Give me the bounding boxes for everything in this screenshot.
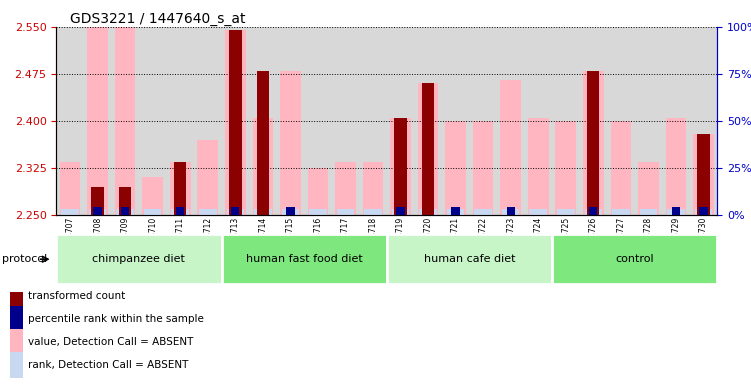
Bar — [309, 209, 327, 215]
Bar — [695, 209, 712, 215]
Bar — [697, 134, 710, 215]
Bar — [10, 306, 23, 333]
Bar — [121, 207, 129, 215]
Bar — [394, 118, 407, 215]
Bar — [10, 352, 23, 378]
Bar — [611, 121, 631, 215]
Text: rank, Detection Call = ABSENT: rank, Detection Call = ABSENT — [28, 360, 189, 370]
Bar — [280, 71, 300, 215]
Bar — [557, 209, 575, 215]
Bar — [60, 162, 80, 215]
Text: human fast food diet: human fast food diet — [246, 254, 363, 264]
Bar — [667, 209, 685, 215]
Bar — [222, 234, 387, 284]
Bar — [392, 209, 409, 215]
Bar — [93, 207, 102, 215]
Bar — [475, 209, 492, 215]
Bar — [447, 209, 464, 215]
Bar — [528, 118, 548, 215]
Bar — [672, 207, 680, 215]
Bar — [170, 162, 191, 215]
Bar — [584, 209, 602, 215]
Bar — [552, 234, 717, 284]
Bar — [171, 209, 189, 215]
Bar — [336, 209, 354, 215]
Bar — [229, 30, 242, 215]
Text: value, Detection Call = ABSENT: value, Detection Call = ABSENT — [28, 337, 193, 347]
Text: GDS3221 / 1447640_s_at: GDS3221 / 1447640_s_at — [70, 12, 245, 26]
Bar — [10, 283, 23, 310]
Bar — [397, 207, 405, 215]
Bar — [143, 177, 163, 215]
Bar — [254, 209, 272, 215]
Bar — [257, 71, 269, 215]
Bar — [119, 187, 131, 215]
Bar — [225, 30, 246, 215]
Bar — [87, 27, 108, 215]
Bar — [174, 162, 186, 215]
Bar — [589, 207, 598, 215]
Bar — [364, 209, 382, 215]
Bar — [286, 207, 294, 215]
Bar — [116, 209, 134, 215]
Bar — [699, 207, 707, 215]
Bar — [115, 27, 135, 215]
Bar — [640, 209, 657, 215]
Bar — [451, 207, 460, 215]
Bar — [176, 207, 184, 215]
Bar — [89, 209, 107, 215]
Text: chimpanzee diet: chimpanzee diet — [92, 254, 185, 264]
Bar — [556, 121, 576, 215]
Bar — [10, 329, 23, 356]
Bar — [144, 209, 161, 215]
Text: human cafe diet: human cafe diet — [424, 254, 515, 264]
Text: transformed count: transformed count — [28, 291, 125, 301]
Bar — [391, 118, 411, 215]
Bar — [500, 80, 521, 215]
Text: control: control — [615, 254, 654, 264]
Bar — [363, 162, 383, 215]
Bar — [587, 71, 599, 215]
Bar — [231, 207, 240, 215]
Bar — [56, 234, 222, 284]
Bar — [62, 209, 79, 215]
Bar — [199, 209, 216, 215]
Text: protocol: protocol — [2, 254, 47, 264]
Bar — [308, 168, 328, 215]
Bar — [665, 118, 686, 215]
Bar — [529, 209, 547, 215]
Bar — [422, 83, 434, 215]
Bar — [282, 209, 299, 215]
Bar — [638, 162, 659, 215]
Bar — [583, 71, 604, 215]
Bar — [473, 121, 493, 215]
Bar — [92, 187, 104, 215]
Bar — [612, 209, 629, 215]
Bar — [252, 118, 273, 215]
Bar — [693, 134, 713, 215]
Bar — [419, 209, 437, 215]
Bar — [227, 209, 244, 215]
Bar — [335, 162, 356, 215]
Bar — [387, 234, 552, 284]
Bar — [502, 209, 520, 215]
Bar — [506, 207, 515, 215]
Bar — [418, 83, 439, 215]
Bar — [445, 121, 466, 215]
Bar — [198, 140, 218, 215]
Text: percentile rank within the sample: percentile rank within the sample — [28, 314, 204, 324]
